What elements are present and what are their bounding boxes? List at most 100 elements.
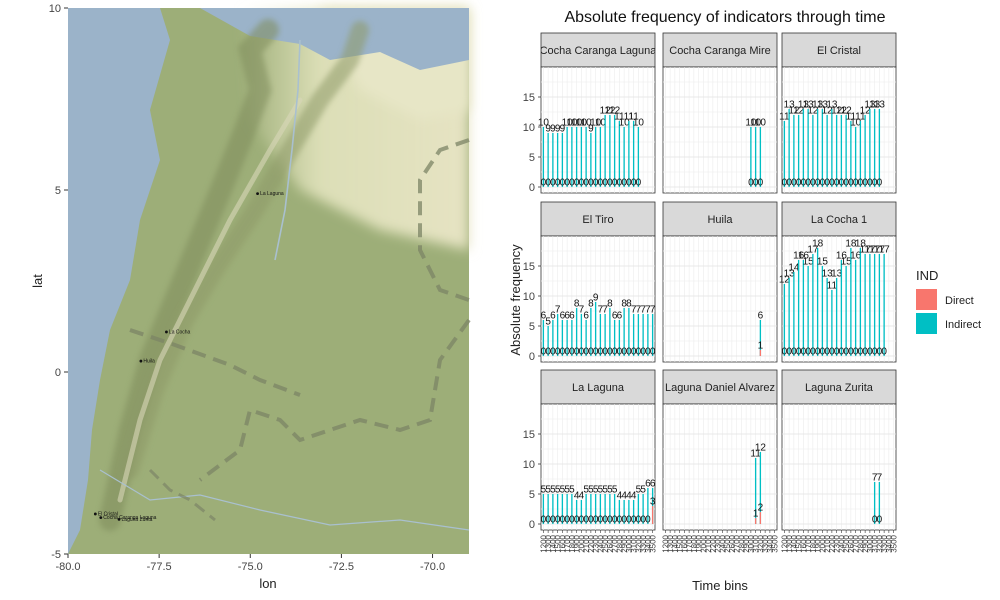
bar-label-direct: 0 <box>820 178 826 189</box>
bar-label-direct: 0 <box>862 178 868 189</box>
bar-label-direct: 0 <box>564 178 570 189</box>
bar-label-indirect: 12 <box>836 106 848 117</box>
bar-label-direct: 0 <box>834 178 840 189</box>
facet-panel: El Cristal 11 0 13 0 12 0 12 0 13 0 13 0 12 0 13 0 13 0 12 0… <box>779 32 897 194</box>
bar-label-indirect: 17 <box>879 245 891 256</box>
bar-label-direct: 0 <box>621 347 627 358</box>
facet-x-tick-label: 3300 <box>880 534 889 552</box>
bar-label-indirect: 7 <box>872 473 878 484</box>
bar-indirect <box>632 314 635 356</box>
bar-label-indirect: 13 <box>831 269 843 280</box>
map-y-tick-label: 0 <box>55 367 61 379</box>
facet-x-tick-label: 2700 <box>733 534 742 552</box>
facet-x-tick-label: 2900 <box>742 534 751 552</box>
bar-indirect <box>561 133 564 187</box>
bar-label-indirect: 10 <box>745 118 757 129</box>
map-pacific-ocean <box>68 8 170 554</box>
facet-x-tick-label: 1500 <box>554 534 563 552</box>
bar-indirect <box>561 320 564 356</box>
facet-panel: La Laguna 0 5 10 15 5 0 5 0 5 0 5 0 5 0 5 0 5 0 4 0 4 0 5 0 5 0 5 0 5… <box>523 369 658 553</box>
bar-label-indirect: 7 <box>636 305 642 316</box>
bar-label-direct: 0 <box>824 347 830 358</box>
bar-label-indirect: 10 <box>633 118 645 129</box>
bar-label-indirect: 4 <box>579 491 585 502</box>
bar-label-direct: 0 <box>631 515 637 526</box>
bar-indirect <box>802 109 805 187</box>
facet-x-tick-label: 2400 <box>837 534 846 552</box>
bar-label-direct: 0 <box>867 178 873 189</box>
bar-label-direct: 0 <box>555 347 561 358</box>
bar-indirect <box>845 115 847 187</box>
map-y-tick-label: -5 <box>51 549 61 561</box>
bar-indirect <box>585 320 587 356</box>
bar-indirect <box>613 494 616 524</box>
bar-label-indirect: 5 <box>588 485 594 496</box>
facet-x-tick-label: 2300 <box>714 534 723 552</box>
bar-indirect <box>552 494 554 524</box>
bar-indirect <box>802 260 805 356</box>
bar-indirect <box>759 452 762 524</box>
bar-indirect <box>585 127 587 187</box>
bar-indirect <box>613 115 616 187</box>
bar-label-indirect: 5 <box>569 485 575 496</box>
map-river <box>274 39 301 261</box>
facet-y-tick-label: 10 <box>523 122 535 134</box>
bar-indirect <box>632 500 635 524</box>
bar-label-direct: 0 <box>786 347 792 358</box>
bar-indirect <box>793 115 795 187</box>
facet-x-tick-label: 1600 <box>799 534 808 552</box>
bar-label-indirect: 13 <box>784 100 796 111</box>
bar-label-direct: 0 <box>583 347 589 358</box>
bar-label-indirect: 7 <box>579 305 585 316</box>
bar-label-indirect: 12 <box>831 106 843 117</box>
bar-label-direct: 0 <box>815 347 821 358</box>
bar-indirect <box>599 314 602 356</box>
bar-label-indirect: 12 <box>755 443 767 454</box>
facet-panel: Cocha Caranga Laguna 0 5 10 15 10 0 9 0 9 0 9 0 9 0 10 0… <box>523 32 656 194</box>
bar-label-indirect: 6 <box>645 479 651 490</box>
facet-strip-label: Huila <box>707 214 733 226</box>
facet-x-tick-label: 3500 <box>649 534 658 552</box>
bar-label-indirect: 13 <box>822 269 834 280</box>
bar-label-direct: 0 <box>801 178 807 189</box>
bar-label-direct: 0 <box>786 178 792 189</box>
bar-indirect <box>864 115 866 187</box>
facet-x-tick-label: 2400 <box>718 534 727 552</box>
bar-label-indirect: 13 <box>864 100 876 111</box>
bar-label-direct: 0 <box>839 347 845 358</box>
facet-strip <box>781 201 897 237</box>
bar-indirect <box>566 494 568 524</box>
bar-indirect <box>609 494 611 524</box>
bar-label-direct: 0 <box>626 178 632 189</box>
bar-label-direct: 0 <box>607 515 613 526</box>
legend-key-direct <box>916 289 937 310</box>
facet-x-tick-label: 1900 <box>814 534 823 552</box>
bar-label-direct: 0 <box>877 347 883 358</box>
bar-label-indirect: 10 <box>590 118 602 129</box>
bar-indirect <box>575 127 578 187</box>
facet-y-tick-label: 5 <box>529 489 535 501</box>
bar-indirect <box>783 121 786 187</box>
facet-x-tick-label: 2300 <box>833 534 842 552</box>
bar-indirect <box>816 248 819 356</box>
bar-indirect <box>750 127 752 187</box>
facet-x-tick-label: 1300 <box>785 534 794 552</box>
bar-label-direct: 0 <box>541 515 547 526</box>
legend-title: IND <box>916 268 938 283</box>
bar-label-direct: 0 <box>801 347 807 358</box>
bar-label-direct: 0 <box>583 515 589 526</box>
bar-label-direct: 0 <box>834 347 840 358</box>
bar-label-direct: 3 <box>650 497 656 508</box>
bar-label-direct: 0 <box>602 178 608 189</box>
bar-label-indirect: 11 <box>624 112 635 123</box>
bar-label-indirect: 4 <box>617 491 623 502</box>
bar-label-direct: 0 <box>791 178 797 189</box>
bar-label-direct: 0 <box>872 347 878 358</box>
bar-label-indirect: 16 <box>793 251 805 262</box>
facet-x-tick-label: 2000 <box>699 534 708 552</box>
facet-x-tick-label: 2700 <box>611 534 620 552</box>
map-border-ecuador <box>129 328 301 397</box>
bar-label-direct: 0 <box>560 515 566 526</box>
bar-label-direct: 0 <box>602 347 608 358</box>
